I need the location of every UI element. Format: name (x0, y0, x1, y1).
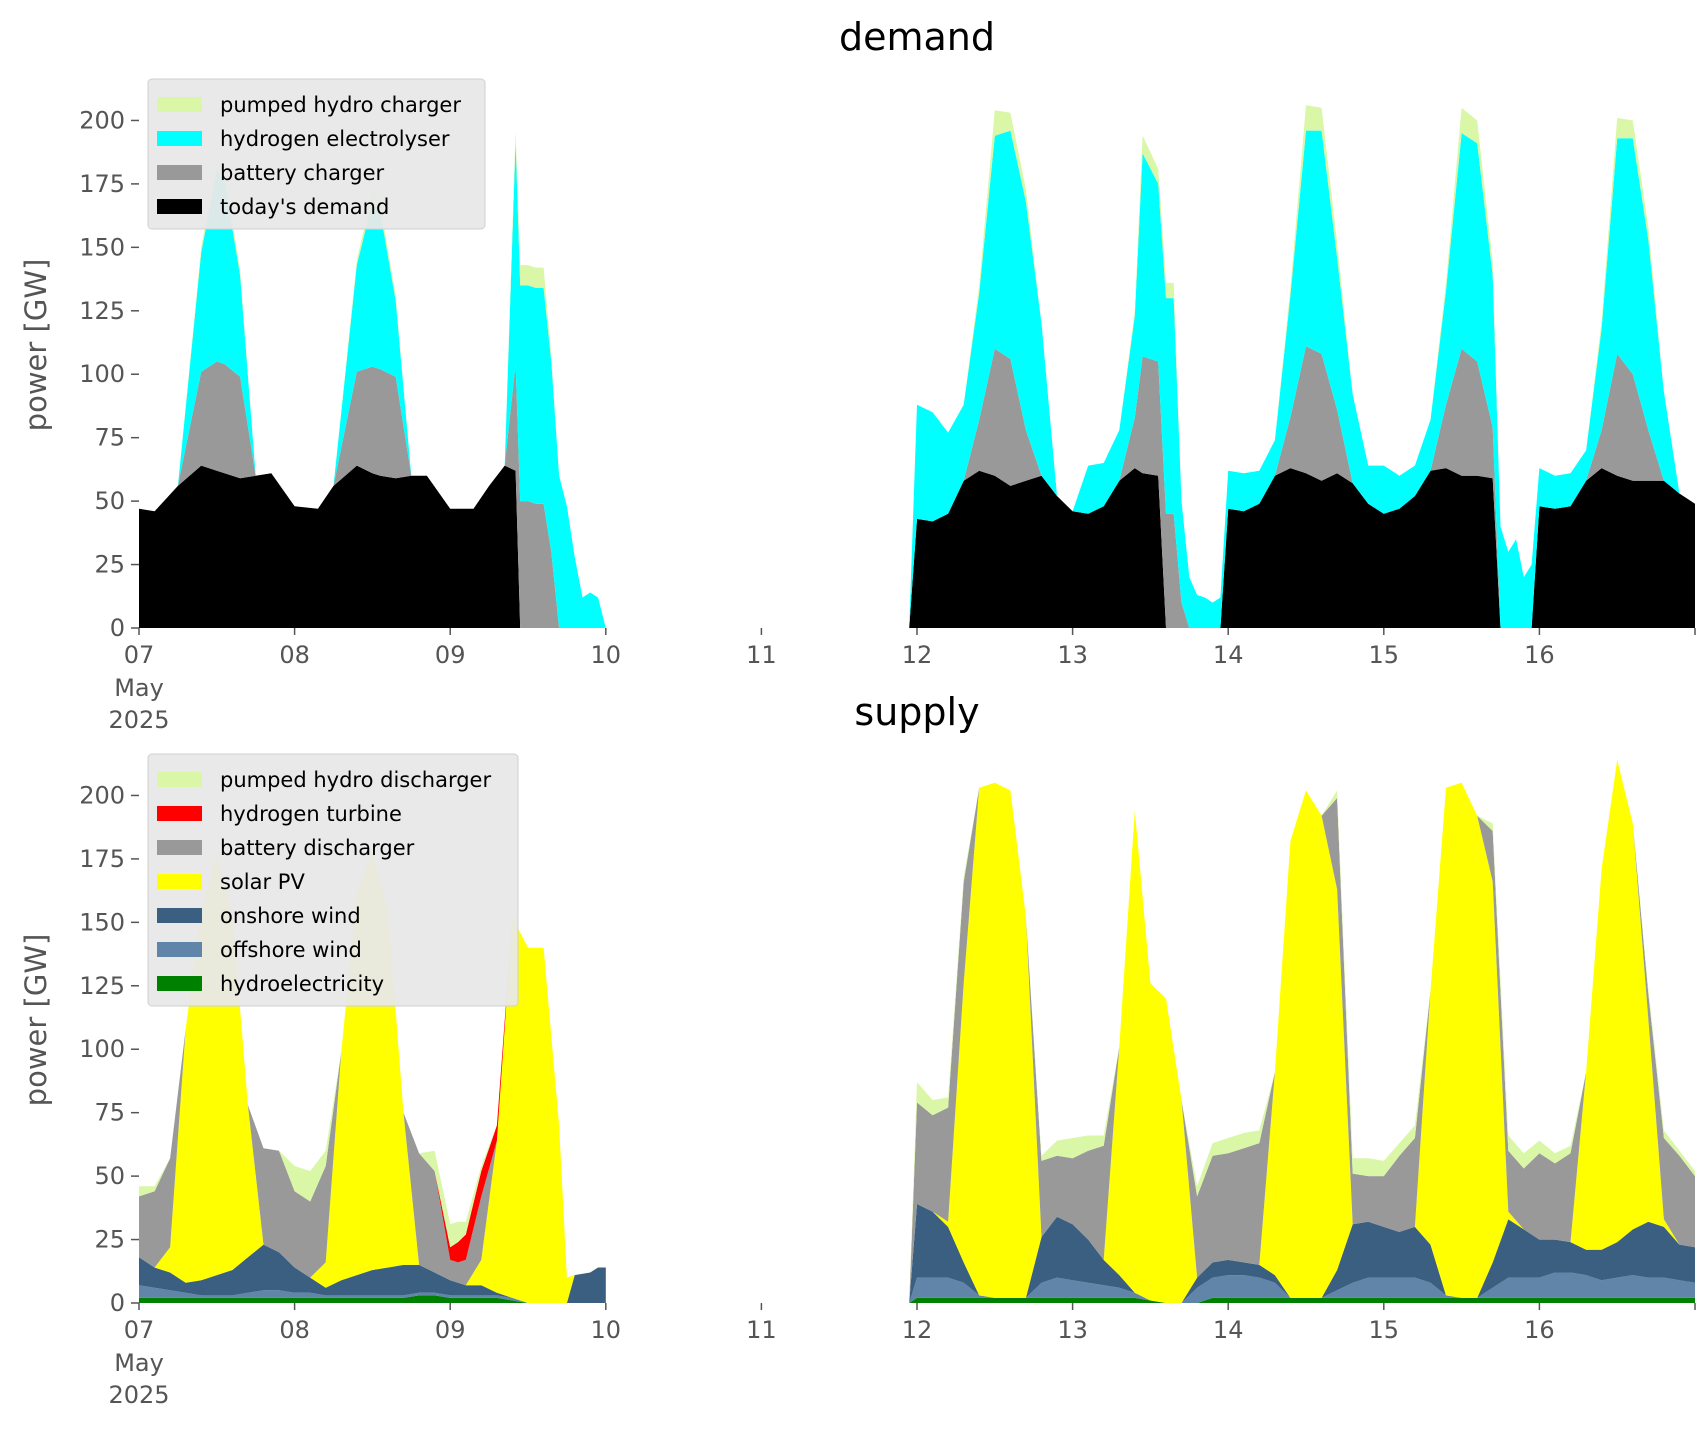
supply-area-solar-pv-segment-2 (909, 759, 1695, 1303)
demand-legend-label-pumped-hydro-charger: pumped hydro charger (220, 93, 461, 117)
demand-legend: pumped hydro charger hydrogen electrolyse… (147, 78, 486, 230)
demand-y-tick-label: 0 (110, 614, 125, 642)
supply-y-tick-label: 100 (79, 1035, 125, 1063)
demand-legend-swatch-hydrogen-electrolyser (157, 131, 202, 146)
supply-legend-label-battery-discharger: battery discharger (220, 836, 415, 860)
supply-ylabel: power [GW] (19, 934, 53, 1107)
supply-area-hydroelectricity-segment-1 (139, 1295, 606, 1303)
demand-x-tick-label: 09 (435, 641, 466, 669)
demand-area-battery-charger-segment-2 (909, 346, 1695, 628)
supply-y-tick-label: 0 (110, 1289, 125, 1317)
demand-x-tick-label: 10 (591, 641, 622, 669)
supply-x-tick-label: 16 (1524, 1316, 1555, 1344)
demand-x-tick-label: 14 (1213, 641, 1244, 669)
demand-title: demand (839, 15, 995, 59)
supply-x-tick-label: 10 (591, 1316, 622, 1344)
supply-area-solar-pv-segment-1 (139, 851, 606, 1303)
supply-legend-label-pumped-hydro-discharger: pumped hydro discharger (220, 768, 491, 792)
supply-y-tick-label: 25 (94, 1226, 125, 1254)
supply-x-tick-label: 08 (279, 1316, 310, 1344)
supply-x-date-secondary-label: May (114, 1349, 164, 1377)
supply-area-battery-discharger-segment-1 (139, 851, 606, 1286)
supply-legend-swatch-battery-discharger (157, 840, 202, 855)
supply-x-tick-label: 09 (435, 1316, 466, 1344)
demand-x-date-secondary-label: May (114, 674, 164, 702)
demand-legend-label-hydrogen-electrolyser: hydrogen electrolyser (220, 127, 450, 151)
supply-y-tick-label: 175 (79, 845, 125, 873)
demand-x-tick-label: 11 (746, 641, 777, 669)
supply-legend-label-hydroelectricity: hydroelectricity (220, 972, 384, 996)
demand-y-tick-label: 25 (94, 551, 125, 579)
demand-legend-swatch-battery-charger (157, 165, 202, 180)
supply-legend-swatch-hydroelectricity (157, 976, 202, 991)
supply-y-tick-label: 125 (79, 972, 125, 1000)
demand-ylabel: power [GW] (19, 259, 53, 432)
demand-axes: 0 25 50 75 100 125 150 175 200 07 08 09 10 11 12 13 14 15… (79, 106, 1696, 734)
demand-x-tick-label: 15 (1369, 641, 1400, 669)
demand-y-tick-label: 75 (94, 424, 125, 452)
demand-area-today-s-demand-segment-1 (139, 465, 606, 628)
supply-area-offshore-wind-segment-2 (909, 1272, 1695, 1303)
supply-y-tick-label: 200 (79, 781, 125, 809)
supply-legend-label-hydrogen-turbine: hydrogen turbine (220, 802, 402, 826)
demand-x-tick-label: 13 (1057, 641, 1088, 669)
supply-legend-swatch-onshore-wind (157, 908, 202, 923)
supply-areas (139, 759, 1695, 1303)
supply-x-tick-label: 15 (1369, 1316, 1400, 1344)
demand-y-tick-label: 125 (79, 297, 125, 325)
demand-legend-label-today-s-demand: today's demand (220, 195, 389, 219)
demand-legend-swatch-pumped-hydro-charger (157, 97, 202, 112)
demand-area-hydrogen-electrolyser-segment-2 (909, 130, 1695, 628)
demand-area-battery-charger-segment-1 (139, 361, 606, 628)
supply-legend-swatch-offshore-wind (157, 942, 202, 957)
demand-y-tick-label: 175 (79, 170, 125, 198)
demand-x-tick-label: 16 (1524, 641, 1555, 669)
supply-area-battery-discharger-segment-2 (909, 759, 1695, 1303)
supply-area-onshore-wind-segment-1 (139, 1244, 606, 1303)
supply-x-date-secondary-label: 2025 (108, 1381, 169, 1409)
demand-y-tick-label: 100 (79, 360, 125, 388)
supply-y-tick-label: 50 (94, 1162, 125, 1190)
demand-areas (139, 105, 1695, 629)
demand-x-tick-label: 08 (279, 641, 310, 669)
supply-legend-swatch-solar-pv (157, 874, 202, 889)
supply-legend-label-offshore-wind: offshore wind (220, 938, 362, 962)
demand-legend-label-battery-charger: battery charger (220, 161, 385, 185)
supply-x-tick-label: 13 (1057, 1316, 1088, 1344)
supply-legend-label-solar-pv: solar PV (220, 870, 305, 894)
demand-x-tick-label: 12 (902, 641, 933, 669)
demand-panel: demand power [GW] 0 25 50 75 100 125 150 175 200… (19, 15, 1696, 734)
supply-area-onshore-wind-segment-2 (909, 1204, 1695, 1303)
demand-y-tick-label: 150 (79, 233, 125, 261)
supply-panel: supply power [GW] 0 25 50 75 100 125 150 175 200… (19, 690, 1696, 1409)
demand-area-today-s-demand-segment-2 (909, 468, 1695, 628)
supply-legend: pumped hydro discharger hydrogen turbine b… (147, 753, 519, 1007)
demand-area-hydrogen-electrolyser-segment-1 (139, 140, 606, 629)
demand-y-tick-label: 50 (94, 487, 125, 515)
supply-y-tick-label: 75 (94, 1099, 125, 1127)
supply-legend-label-onshore-wind: onshore wind (220, 904, 361, 928)
demand-x-tick-label: 07 (124, 641, 155, 669)
supply-area-hydroelectricity-segment-2 (909, 1297, 1695, 1303)
supply-legend-box (147, 753, 519, 1007)
supply-x-tick-label: 12 (902, 1316, 933, 1344)
demand-legend-box (147, 78, 486, 230)
demand-x-date-secondary-label: 2025 (108, 706, 169, 734)
demand-y-tick-label: 200 (79, 106, 125, 134)
supply-y-tick-label: 150 (79, 908, 125, 936)
supply-x-tick-label: 11 (746, 1316, 777, 1344)
supply-axes: 0 25 50 75 100 125 150 175 200 07 08 09 10 11 12 13 14 15… (79, 781, 1696, 1409)
supply-title: supply (854, 690, 979, 734)
supply-x-tick-label: 14 (1213, 1316, 1244, 1344)
supply-legend-swatch-pumped-hydro-discharger (157, 772, 202, 787)
supply-legend-swatch-hydrogen-turbine (157, 806, 202, 821)
supply-x-tick-label: 07 (124, 1316, 155, 1344)
demand-legend-swatch-today-s-demand (157, 199, 202, 214)
